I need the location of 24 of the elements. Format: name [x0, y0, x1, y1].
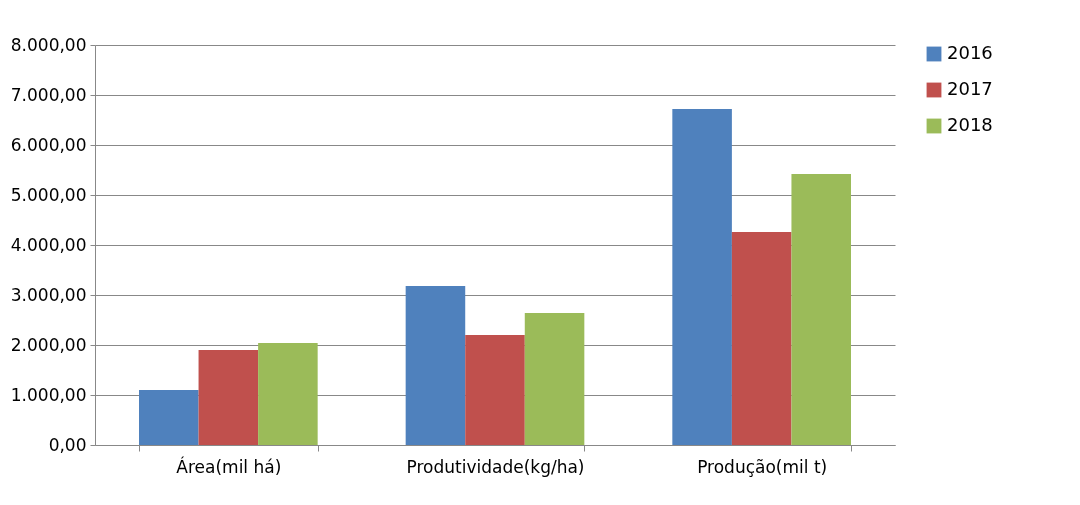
x-tick-label: Produção(mil t) [697, 456, 828, 477]
y-tick-label: 0,00 [48, 434, 87, 455]
x-tick-label: Produtividade(kg/ha) [406, 456, 585, 477]
bar [465, 335, 525, 445]
bar [791, 174, 851, 445]
y-tick-label: 3.000,00 [10, 284, 87, 305]
bar [139, 390, 199, 445]
y-tick-label: 6.000,00 [10, 134, 87, 155]
legend-label: 2016 [947, 42, 993, 63]
y-tick-label: 8.000,00 [10, 34, 87, 55]
bar [524, 313, 585, 445]
bar [198, 350, 259, 445]
y-tick-label: 5.000,00 [10, 184, 87, 205]
legend-label: 2018 [947, 114, 993, 135]
y-tick-label: 1.000,00 [10, 384, 87, 405]
y-tick-label: 7.000,00 [10, 84, 87, 105]
y-tick-label: 4.000,00 [10, 234, 87, 255]
x-tick-label: Área(mil há) [176, 455, 282, 477]
bar [731, 232, 792, 445]
y-tick-label: 2.000,00 [10, 334, 87, 355]
bar [672, 109, 732, 445]
bar [258, 343, 318, 445]
legend-label: 2017 [947, 78, 993, 99]
bar [405, 286, 466, 445]
